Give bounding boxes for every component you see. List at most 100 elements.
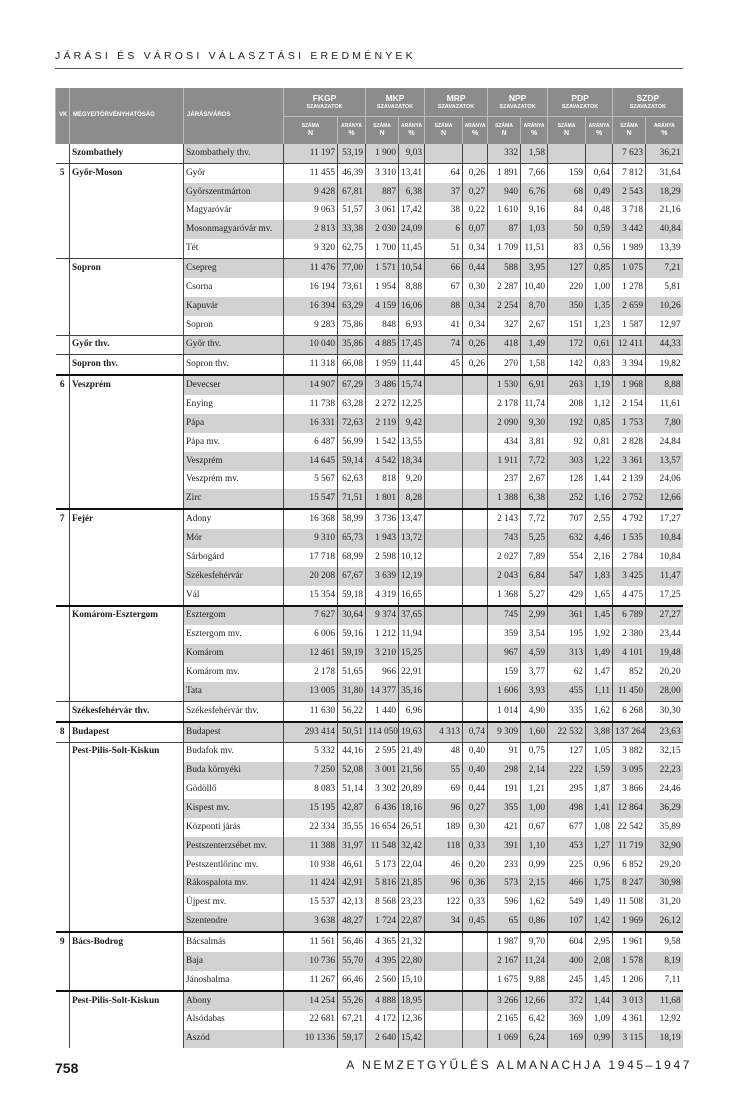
count-cell: 1 675 — [487, 970, 521, 991]
table-row: Csorna 16 194 73,61 1 954 8,88 67 0,30 2 287 10,… — [56, 278, 683, 297]
ratio-cell: 22,87 — [398, 912, 425, 933]
ratio-cell: 51,65 — [336, 663, 366, 683]
ratio-cell: 11,51 — [520, 239, 548, 259]
ratio-cell: 15,25 — [398, 644, 425, 664]
megye-cell: Pest-Pilis-Solt-Kiskun — [69, 741, 184, 762]
count-cell: 12 864 — [612, 799, 646, 819]
jaras-cell: Tét — [183, 239, 284, 259]
ratio-cell: 0,67 — [520, 818, 548, 837]
ratio-cell — [462, 585, 488, 606]
ratio-cell: 11,24 — [520, 952, 548, 971]
count-cell: 10 938 — [283, 855, 338, 875]
ratio-label: ARÁNYA — [401, 122, 422, 129]
count-cell: 369 — [547, 1010, 586, 1030]
megye-cell — [69, 799, 184, 819]
count-cell: 1 014 — [487, 700, 521, 722]
ratio-cell: 12,66 — [645, 489, 683, 510]
count-cell: 16 194 — [283, 278, 338, 297]
header-count: SZÁMA N — [424, 116, 463, 144]
vk-cell — [56, 663, 70, 682]
ratio-cell: 6,76 — [520, 182, 548, 202]
ratio-cell: 9,16 — [520, 201, 548, 221]
count-unit: N — [626, 130, 632, 138]
jaras-cell: Kispest mv. — [183, 799, 284, 819]
count-cell — [547, 144, 586, 164]
count-cell: 84 — [547, 201, 586, 221]
header-party-npp: NPP SZAVAZATOK — [487, 88, 548, 117]
jaras-cell: Székesfehérvár thv. — [183, 700, 284, 722]
megye-cell — [69, 761, 184, 781]
count-cell: 122 — [424, 893, 463, 913]
ratio-cell: 21,56 — [398, 761, 425, 781]
count-cell: 852 — [612, 663, 646, 683]
jaras-cell: Újpest mv. — [183, 893, 284, 913]
jaras-cell: Győr thv. — [183, 334, 284, 355]
ratio-cell: 1,44 — [585, 989, 613, 1011]
ratio-cell: 59,18 — [336, 585, 366, 606]
ratio-cell — [462, 395, 488, 415]
ratio-cell: 0,96 — [585, 855, 613, 875]
ratio-cell: 1,22 — [585, 451, 613, 471]
ratio-cell: 65,73 — [336, 529, 366, 549]
ratio-cell: 22,04 — [398, 855, 425, 875]
table-row: Veszprém mv. 5 567 62,63 818 9,20 237 2,67 128 1… — [56, 470, 683, 490]
jaras-cell: Adony — [183, 508, 284, 530]
count-cell: 128 — [547, 470, 586, 490]
table-row: Veszprém 14 645 59,14 4 542 18,34 1 911 7,72 30… — [56, 451, 683, 471]
count-cell: 313 — [547, 644, 586, 664]
megye-cell — [69, 682, 184, 702]
ratio-cell: 51,57 — [336, 201, 366, 221]
ratio-cell: 1,42 — [585, 912, 613, 933]
count-cell: 9 310 — [283, 529, 338, 549]
ratio-cell: 1,00 — [585, 278, 613, 297]
count-cell — [424, 508, 463, 530]
vk-cell — [56, 489, 70, 509]
count-cell: 11 197 — [283, 144, 338, 164]
ratio-cell — [585, 144, 613, 164]
jaras-cell: Szentendre — [183, 912, 284, 933]
vk-cell — [56, 875, 70, 894]
ratio-cell: 63,29 — [336, 296, 366, 316]
count-cell — [424, 682, 463, 702]
ratio-cell: 0,30 — [462, 278, 488, 297]
count-cell: 1 075 — [612, 258, 646, 279]
vk-cell — [55, 604, 70, 626]
table-row: Pápa 16 331 72,63 2 119 9,42 2 090 9,30 192 0,85… — [56, 414, 683, 433]
ratio-cell: 0,49 — [585, 182, 613, 202]
count-cell — [424, 144, 463, 164]
ratio-cell: 59,14 — [336, 451, 366, 471]
megye-cell — [69, 970, 184, 991]
ratio-cell: 7,11 — [645, 970, 683, 991]
ratio-cell: 3,95 — [520, 258, 548, 279]
jaras-cell: Zirc — [183, 489, 284, 510]
ratio-cell: 26,12 — [645, 912, 683, 933]
count-cell: 208 — [547, 395, 586, 415]
jaras-cell: Esztergom — [183, 604, 284, 626]
count-cell: 11 719 — [612, 836, 646, 856]
vk-cell — [56, 1011, 70, 1030]
count-label: SZÁMA — [301, 122, 320, 129]
ratio-cell: 7,80 — [645, 414, 683, 433]
ratio-cell: 3,54 — [520, 625, 548, 645]
ratio-cell: 21,85 — [398, 874, 425, 894]
count-cell: 37 — [424, 182, 463, 202]
count-cell: 192 — [547, 414, 586, 433]
count-cell: 967 — [487, 644, 521, 664]
count-cell: 51 — [424, 239, 463, 259]
count-cell: 4 542 — [365, 451, 399, 471]
count-cell: 2 090 — [487, 414, 521, 433]
count-cell: 22 334 — [283, 818, 338, 837]
count-cell: 677 — [547, 818, 586, 837]
ratio-cell: 0,61 — [585, 334, 613, 355]
ratio-label: ARÁNYA — [523, 122, 545, 129]
party-name: NPP — [508, 92, 527, 103]
count-cell: 2 380 — [612, 625, 646, 645]
ratio-unit: % — [471, 130, 479, 138]
count-cell: 96 — [424, 874, 463, 894]
ratio-cell: 0,81 — [585, 432, 613, 452]
ratio-cell: 63,28 — [336, 395, 366, 415]
count-unit: N — [379, 130, 385, 138]
vk-cell — [56, 567, 70, 586]
count-cell: 498 — [547, 799, 586, 819]
count-cell: 1 610 — [487, 201, 521, 221]
